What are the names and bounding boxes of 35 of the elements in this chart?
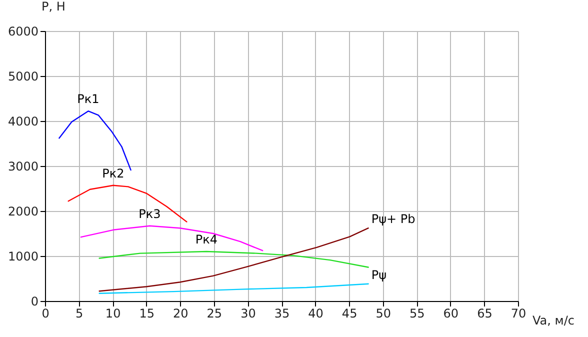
x-tick-label: 65 (477, 306, 492, 320)
line-series (80, 225, 264, 252)
y-tick-label: 6000 (8, 24, 38, 38)
x-tick-label: 25 (206, 306, 222, 320)
series-label: Рк4 (195, 232, 218, 246)
y-tick-label: 2000 (8, 204, 38, 218)
x-tick-label: 70 (510, 306, 526, 320)
x-tick-label: 5 (75, 306, 84, 320)
series-label: Рк2 (102, 166, 124, 180)
x-tick-label: 45 (342, 306, 358, 320)
series-label: Рψ (371, 268, 387, 282)
x-tick-label: 0 (42, 306, 50, 320)
y-axis-title: P, Н (42, 0, 66, 14)
y-tick-label: 1000 (8, 250, 38, 264)
x-tick-label: 35 (274, 306, 290, 320)
x-tick-label: 60 (443, 306, 459, 320)
line-series (98, 283, 369, 294)
x-axis-title: Va, м/с (532, 314, 574, 328)
series-label: Рψ+ Pb (371, 212, 416, 226)
x-tick-label: 40 (308, 306, 324, 320)
line-series (98, 250, 369, 268)
series-label: Рк1 (77, 92, 100, 106)
series-label: Рк3 (138, 206, 161, 221)
line-series (68, 184, 188, 222)
x-tick-label: 20 (173, 306, 188, 320)
x-tick-label: 50 (376, 306, 391, 320)
y-tick-label: 5000 (8, 70, 38, 84)
y-tick-label: 0 (30, 294, 38, 308)
line-series (98, 228, 369, 292)
y-tick-label: 4000 (8, 114, 38, 128)
x-tick-label: 30 (240, 306, 256, 320)
x-tick-label: 15 (139, 306, 154, 320)
x-tick-label: 55 (410, 306, 425, 320)
y-tick-label: 3000 (8, 160, 38, 174)
x-tick-label: 10 (105, 306, 121, 320)
